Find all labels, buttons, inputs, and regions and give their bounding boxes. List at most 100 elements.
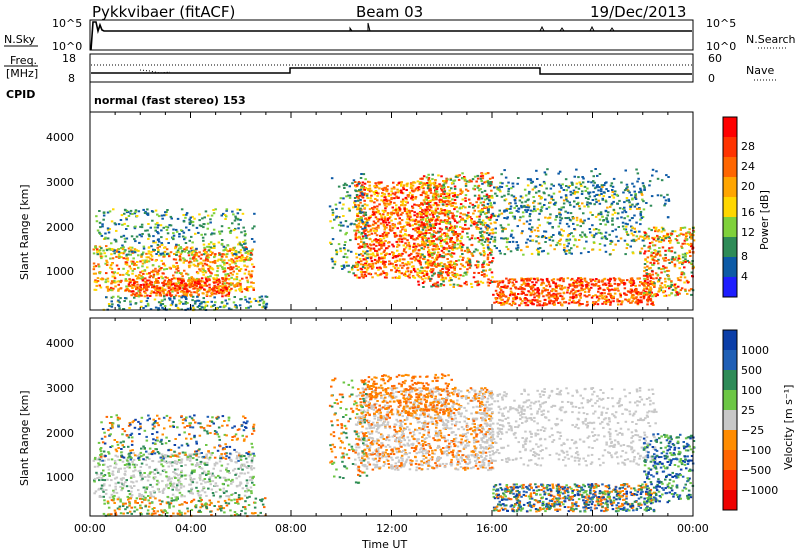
range-gate-cell: [163, 250, 167, 253]
range-gate-cell: [358, 245, 362, 248]
range-gate-cell: [398, 276, 401, 279]
range-gate-cell: [365, 243, 368, 246]
range-gate-cell: [537, 247, 540, 250]
range-gate-cell: [499, 190, 502, 193]
range-gate-cell: [200, 262, 204, 265]
range-gate-cell: [434, 207, 438, 210]
range-gate-cell: [689, 262, 693, 265]
range-gate-cell: [178, 255, 181, 258]
range-gate-cell: [221, 280, 225, 283]
range-gate-cell: [223, 248, 227, 251]
range-gate-cell: [611, 191, 614, 193]
range-gate-cell: [245, 287, 249, 290]
range-gate-cell: [431, 178, 434, 181]
range-gate-cell: [386, 212, 390, 215]
range-gate-cell: [139, 286, 142, 289]
range-gate-cell: [231, 249, 235, 252]
range-gate-cell: [420, 221, 423, 224]
range-gate-cell: [625, 231, 628, 233]
range-gate-cell: [207, 269, 211, 272]
range-gate-cell: [429, 278, 432, 281]
range-gate-cell: [375, 208, 379, 211]
range-gate-cell: [176, 265, 179, 267]
beam-title: Beam 03: [356, 3, 423, 21]
range-gate-cell: [172, 232, 175, 235]
range-gate-cell: [202, 269, 205, 272]
range-gate-cell: [559, 238, 562, 241]
range-gate-cell: [511, 215, 515, 218]
range-gate-cell: [445, 248, 448, 251]
range-gate-cell: [247, 306, 250, 309]
range-gate-cell: [476, 177, 480, 180]
range-gate-cell: [433, 194, 437, 197]
range-gate-cell: [245, 289, 248, 291]
range-gate-cell: [643, 252, 646, 255]
range-gate-cell: [367, 246, 371, 249]
range-gate-cell: [680, 287, 684, 290]
range-gate-cell: [209, 261, 212, 264]
range-gate-cell: [419, 216, 423, 219]
range-gate-cell: [493, 301, 496, 304]
range-gate-cell: [217, 292, 221, 295]
range-gate-cell: [390, 269, 393, 272]
range-gate-cell: [243, 249, 246, 252]
range-gate-cell: [183, 269, 186, 272]
range-gate-cell: [178, 235, 181, 238]
range-gate-cell: [381, 257, 384, 260]
range-gate-cell: [583, 234, 587, 237]
range-gate-cell: [217, 285, 220, 288]
range-gate-cell: [572, 235, 575, 238]
range-gate-cell: [482, 269, 485, 272]
range-gate-cell: [464, 182, 468, 185]
range-gate-cell: [488, 261, 491, 264]
range-gate-cell: [493, 239, 497, 242]
range-gate-cell: [471, 178, 475, 181]
range-gate-cell: [361, 181, 365, 184]
range-gate-cell: [221, 261, 225, 264]
range-gate-cell: [490, 194, 494, 197]
range-gate-cell: [216, 283, 220, 286]
range-gate-cell: [528, 291, 531, 294]
range-gate-cell: [168, 255, 171, 258]
range-gate-cell: [230, 268, 234, 270]
range-gate-cell: [365, 234, 369, 237]
range-gate-cell: [491, 260, 494, 263]
range-gate-cell: [194, 278, 197, 281]
range-gate-cell: [96, 248, 99, 251]
range-gate-cell: [104, 232, 107, 235]
range-gate-cell: [540, 184, 543, 187]
range-gate-cell: [560, 295, 564, 298]
range-gate-cell: [181, 278, 184, 281]
range-gate-cell: [215, 279, 219, 282]
range-gate-cell: [227, 278, 231, 281]
range-gate-cell: [414, 223, 417, 225]
range-gate-cell: [550, 183, 553, 186]
range-gate-cell: [234, 215, 237, 218]
range-gate-cell: [475, 226, 478, 229]
range-gate-cell: [227, 295, 230, 297]
range-gate-cell: [208, 288, 211, 291]
range-gate-cell: [95, 281, 98, 284]
range-gate-cell: [125, 263, 129, 266]
range-gate-cell: [152, 273, 156, 276]
range-gate-cell: [235, 267, 238, 270]
range-gate-cell: [147, 250, 151, 253]
range-gate-cell: [184, 297, 188, 300]
range-gate-cell: [605, 181, 608, 184]
range-gate-cell: [123, 237, 127, 240]
range-gate-cell: [176, 288, 179, 291]
range-gate-cell: [618, 292, 622, 295]
range-gate-cell: [446, 253, 450, 256]
station-title: Pykkvibaer (fitACF): [92, 3, 235, 21]
range-gate-cell: [547, 291, 550, 294]
range-gate-cell: [422, 199, 426, 202]
range-gate-cell: [574, 186, 578, 189]
range-gate-cell: [182, 220, 186, 223]
range-gate-cell: [240, 231, 243, 234]
freq-label-line2: [MHz]: [6, 67, 38, 80]
range-gate-cell: [234, 227, 237, 230]
range-gate-cell: [440, 189, 444, 192]
range-gate-cell: [548, 238, 552, 241]
range-gate-cell: [154, 306, 158, 309]
range-gate-cell: [605, 238, 609, 240]
